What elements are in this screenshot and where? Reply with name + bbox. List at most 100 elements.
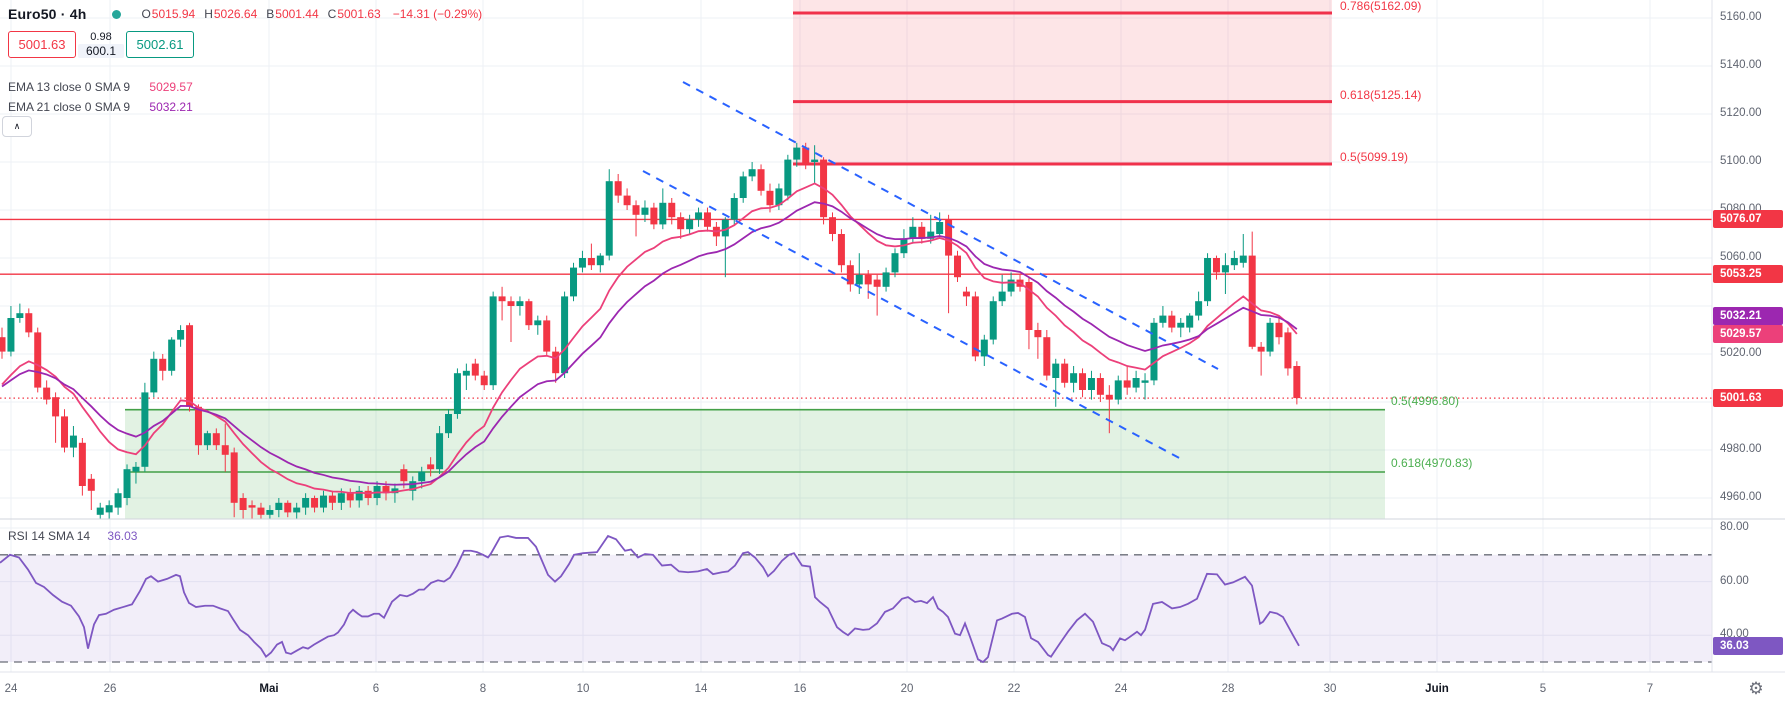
candles xyxy=(0,142,1301,519)
candle-body xyxy=(498,296,506,302)
candle-body xyxy=(587,258,595,266)
candle-body xyxy=(516,301,524,306)
candle-body xyxy=(284,502,292,513)
rsi-value: 36.03 xyxy=(107,529,138,543)
candle-body xyxy=(453,373,461,414)
buy-button[interactable]: 5002.61 xyxy=(126,31,194,58)
candle-body xyxy=(400,469,408,482)
fib-level-label: 0.618(4970.83) xyxy=(1391,456,1473,470)
candle-body xyxy=(793,147,801,160)
candle-body xyxy=(418,471,426,482)
candle-body xyxy=(1141,380,1149,383)
candle-body xyxy=(882,272,890,287)
candle-body xyxy=(248,505,256,508)
price-label-box: 36.03 xyxy=(1713,636,1783,655)
legend-collapse-button[interactable]: ∧ xyxy=(2,116,32,137)
fib-level-label: 0.786(5162.09) xyxy=(1340,0,1422,13)
candle-body xyxy=(194,406,202,446)
candle-body xyxy=(302,498,310,508)
indicator-row-rsi[interactable]: RSI 14 SMA 14 36.03 xyxy=(8,529,137,543)
candle-body xyxy=(337,493,345,503)
high-value: 5026.64 xyxy=(213,7,258,21)
time-tick-label: 26 xyxy=(103,683,117,695)
indicator-row-ema13[interactable]: EMA 13 close 0 SMA 9 5029.57 xyxy=(8,80,193,94)
time-tick-label: 28 xyxy=(1221,683,1235,695)
settings-gear-icon[interactable]: ⚙ xyxy=(1743,677,1769,701)
candle-body xyxy=(141,392,149,467)
price-tick-label: 5020.00 xyxy=(1720,347,1762,359)
price-tick-label: 5060.00 xyxy=(1720,251,1762,263)
candle-body xyxy=(150,358,158,393)
candle-body xyxy=(1096,378,1104,395)
candle-body xyxy=(543,320,551,352)
candle-body xyxy=(319,495,327,508)
rsi-pane xyxy=(0,534,1712,664)
candle-body xyxy=(1061,363,1069,383)
candle-body xyxy=(427,464,435,470)
rsi-tick-label: 80.00 xyxy=(1720,521,1749,533)
candle-body xyxy=(1123,380,1131,388)
legend: Euro50 · 4h O5015.94 H5026.64 B5001.44 C… xyxy=(8,5,482,58)
candle-body xyxy=(1007,279,1015,292)
candle-body xyxy=(695,212,703,220)
candle-body xyxy=(650,207,658,225)
candle-body xyxy=(364,490,372,498)
candle-body xyxy=(1239,255,1247,263)
ema-line xyxy=(1,182,1298,495)
time-tick-label: 14 xyxy=(694,683,708,695)
gear-icon: ⚙ xyxy=(1748,679,1764,699)
price-tick-label: 5140.00 xyxy=(1720,59,1762,71)
candle-body xyxy=(1177,322,1185,328)
indicator-row-ema21[interactable]: EMA 21 close 0 SMA 9 5032.21 xyxy=(8,100,193,114)
time-tick-label: 6 xyxy=(372,683,380,695)
high-label: H xyxy=(204,7,213,21)
candle-body xyxy=(828,217,836,234)
sell-button[interactable]: 5001.63 xyxy=(8,31,76,58)
candle-body xyxy=(578,258,586,268)
candle-body xyxy=(159,358,167,371)
candle-body xyxy=(1159,315,1167,323)
candle-body xyxy=(328,495,336,503)
price-label-box: 5076.07 xyxy=(1713,210,1783,229)
price-tick-label: 4960.00 xyxy=(1720,491,1762,503)
candle-body xyxy=(346,493,354,501)
time-tick-label: 20 xyxy=(900,683,914,695)
candle-body xyxy=(846,265,854,285)
candle-body xyxy=(61,416,69,448)
candle-body xyxy=(802,147,810,165)
candle-body xyxy=(480,375,488,386)
candle-body xyxy=(525,301,533,326)
candle-body xyxy=(1132,378,1140,388)
ohlc-values: O5015.94 H5026.64 B5001.44 C5001.63 xyxy=(141,7,380,21)
price-tick-label: 5120.00 xyxy=(1720,107,1762,119)
candle-body xyxy=(1284,332,1292,369)
rsi-band-fill xyxy=(0,554,1712,662)
candle-body xyxy=(1087,378,1095,390)
candle-body xyxy=(1114,380,1122,400)
candle-body xyxy=(1212,258,1220,273)
candle-body xyxy=(1275,322,1283,338)
candle-body xyxy=(757,169,765,191)
low-label: B xyxy=(266,7,275,21)
candle-body xyxy=(293,507,301,513)
candle-body xyxy=(275,502,283,510)
candle-body xyxy=(436,433,444,470)
price-tick-label: 4980.00 xyxy=(1720,443,1762,455)
candle-body xyxy=(989,301,997,340)
time-tick-label: 16 xyxy=(793,683,807,695)
symbol-title[interactable]: Euro50 · 4h xyxy=(8,6,87,22)
candle-body xyxy=(123,469,131,498)
candle-body xyxy=(811,159,819,162)
spread-value: 0.98 xyxy=(90,31,112,43)
candle-body xyxy=(0,337,6,352)
time-tick-label: 10 xyxy=(576,683,590,695)
price-label-box: 5029.57 xyxy=(1713,325,1783,344)
time-tick-label: 30 xyxy=(1323,683,1337,695)
candle-body xyxy=(87,478,95,491)
price-tick-label: 5100.00 xyxy=(1720,155,1762,167)
candle-body xyxy=(212,433,220,446)
candle-body xyxy=(257,507,265,515)
candle-body xyxy=(748,169,756,177)
candle-body xyxy=(668,202,676,218)
